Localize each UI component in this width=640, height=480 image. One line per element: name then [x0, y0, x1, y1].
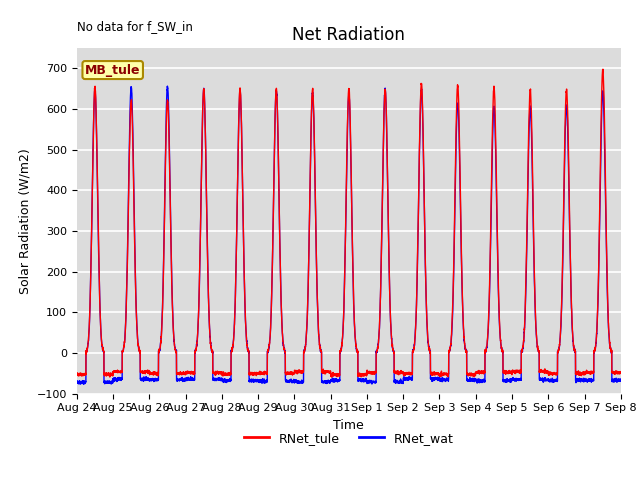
Text: No data for f_SW_in: No data for f_SW_in — [77, 20, 193, 33]
Y-axis label: Solar Radiation (W/m2): Solar Radiation (W/m2) — [18, 148, 31, 294]
Text: MB_tule: MB_tule — [85, 63, 140, 76]
Legend: RNet_tule, RNet_wat: RNet_tule, RNet_wat — [239, 427, 459, 450]
Title: Net Radiation: Net Radiation — [292, 25, 405, 44]
X-axis label: Time: Time — [333, 419, 364, 432]
